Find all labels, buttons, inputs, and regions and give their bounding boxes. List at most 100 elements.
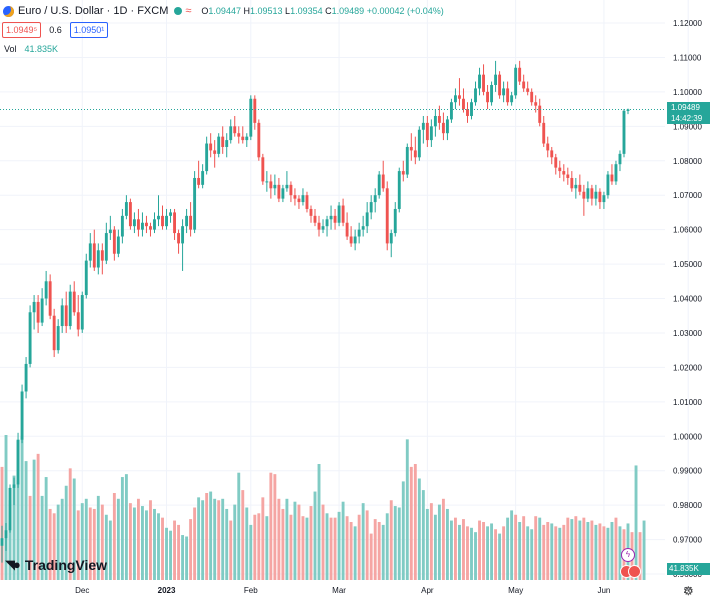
volume-bar <box>566 517 570 580</box>
volume-bar <box>333 517 337 580</box>
volume-bar <box>88 507 92 580</box>
volume-bar <box>498 533 502 580</box>
candle-body <box>169 212 172 216</box>
volume-bar <box>478 520 481 580</box>
candle-body <box>546 143 550 151</box>
volume-bar <box>449 520 453 580</box>
candle-body <box>441 122 445 134</box>
candle-body <box>237 133 241 137</box>
volume-legend[interactable]: Vol 41.835K <box>4 44 58 54</box>
tradingview-logo[interactable]: ◥● TradingView <box>5 557 107 573</box>
y-tick-label: 1.08000 <box>673 157 702 166</box>
volume-bar <box>401 481 405 580</box>
candle-body <box>490 84 494 103</box>
lightning-icon[interactable]: ϟ <box>621 548 635 562</box>
candle-body <box>610 174 614 182</box>
x-tick-label: Jun <box>597 586 610 595</box>
candle-body <box>281 188 285 199</box>
volume-bar <box>365 510 369 580</box>
volume-bar <box>181 535 185 580</box>
volume-bar <box>72 478 76 580</box>
volume-bar <box>44 477 48 580</box>
volume-bar <box>381 524 385 580</box>
volume-bar <box>136 498 140 580</box>
candle-body <box>437 115 441 123</box>
volume-bar <box>558 527 562 580</box>
settings-gear-icon[interactable]: ⚙ <box>683 584 694 598</box>
candle-body <box>92 243 96 268</box>
buy-button[interactable]: 1.0950¹ <box>69 22 109 38</box>
volume-bar <box>108 520 112 580</box>
volume-bar <box>329 517 333 580</box>
volume-bar <box>361 503 365 580</box>
volume-bar <box>225 508 229 580</box>
volume-bar <box>52 513 56 580</box>
candle-body <box>161 215 164 227</box>
y-tick-label: 0.97000 <box>673 536 702 545</box>
volume-bar <box>454 517 457 580</box>
volume-bar <box>554 526 558 580</box>
volume-bar <box>417 478 421 580</box>
candle-body <box>141 222 144 230</box>
volume-bar <box>281 508 285 580</box>
candle-body <box>32 301 36 313</box>
candle-body <box>265 181 269 183</box>
candle-body <box>8 487 12 531</box>
volume-bar <box>373 519 377 580</box>
x-tick-label: May <box>508 586 523 595</box>
volume-bar <box>634 465 638 580</box>
candle-body <box>494 74 498 85</box>
x-axis[interactable]: Dec 2023 Feb Mar Apr May Jun 26 <box>75 586 693 595</box>
volume-bar <box>514 514 518 580</box>
candle-body <box>157 215 160 220</box>
volume-bar <box>502 526 506 580</box>
volume-bar <box>482 522 485 580</box>
candle-body <box>478 74 481 89</box>
candle-body <box>538 105 542 123</box>
candle-body <box>145 222 148 227</box>
candle-body <box>193 177 197 230</box>
candle-body <box>454 95 457 103</box>
candle-body <box>462 98 465 110</box>
volume-bar <box>506 517 510 580</box>
volume-bar <box>542 524 546 580</box>
volume-bar <box>253 514 257 580</box>
volume-bar <box>409 466 413 580</box>
sell-button[interactable]: 1.0949⁵ <box>2 22 42 38</box>
candle-body <box>445 119 449 134</box>
volume-bar <box>570 519 574 580</box>
volume-bar <box>76 510 80 580</box>
candle-body <box>185 215 189 227</box>
volume-bar <box>494 529 498 580</box>
volume-bar <box>56 504 60 580</box>
candle-body <box>558 167 562 172</box>
candle-body <box>64 305 68 327</box>
volume-bar <box>550 523 554 580</box>
us-flag-event-icon[interactable] <box>628 565 641 578</box>
candle-body <box>149 226 152 230</box>
candle-body <box>128 202 132 227</box>
candle-body <box>96 250 100 268</box>
candle-body <box>317 222 321 230</box>
volume-bar <box>104 514 108 580</box>
volume-bar <box>526 526 530 580</box>
volume-bar <box>562 524 566 580</box>
volume-bar <box>341 501 345 580</box>
volume-bar <box>602 526 606 580</box>
volume-value: 41.835K <box>24 44 59 54</box>
tradingview-logo-icon: ◥● <box>5 557 21 572</box>
candle-body <box>349 236 353 244</box>
symbol-title[interactable]: Euro / U.S. Dollar · 1D · FXCM <box>18 5 169 17</box>
volume-bar <box>285 498 289 580</box>
candle-body <box>373 195 377 203</box>
candle-body <box>249 98 253 137</box>
candle-body <box>570 177 574 189</box>
candle-body <box>165 215 168 227</box>
candle-body <box>84 260 88 296</box>
candle-body <box>40 298 44 323</box>
candle-body <box>325 219 329 227</box>
candle-body <box>321 226 325 230</box>
grid-lines <box>0 0 689 580</box>
candle-body <box>622 110 626 154</box>
